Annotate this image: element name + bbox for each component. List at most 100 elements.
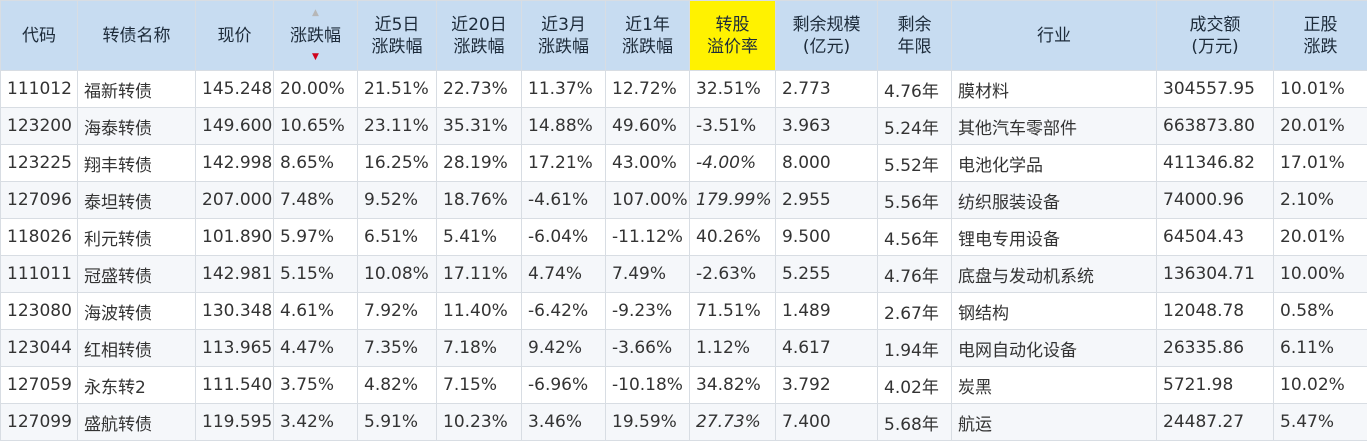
cell-turnover: 136304.71 <box>1156 255 1274 293</box>
cell-name[interactable]: 冠盛转债 <box>77 255 196 293</box>
col-header-chg1y[interactable]: 近1年 涨跌幅 <box>605 0 690 71</box>
col-header-price[interactable]: 现价 <box>195 0 274 71</box>
cell-code[interactable]: 127099 <box>0 403 78 441</box>
col-header-chg20d[interactable]: 近20日 涨跌幅 <box>436 0 522 71</box>
col-header-industry[interactable]: 行业 <box>951 0 1157 71</box>
col-header-chg20d-line1: 近20日 <box>451 14 507 35</box>
cell-chg1y: -11.12% <box>605 218 690 256</box>
col-header-code-label: 代码 <box>22 25 56 46</box>
cell-scale: 7.400 <box>775 403 878 441</box>
col-header-turnover-line1: 成交额 <box>1189 14 1241 35</box>
cell-name[interactable]: 泰坦转债 <box>77 181 196 219</box>
cell-stock-chg: 10.02% <box>1273 366 1367 404</box>
col-header-name[interactable]: 转债名称 <box>77 0 196 71</box>
cell-stock-chg: 20.01% <box>1273 107 1367 145</box>
cell-chg20d: 17.11% <box>436 255 522 293</box>
col-header-code[interactable]: 代码 <box>0 0 78 71</box>
col-header-years[interactable]: 剩余 年限 <box>877 0 952 71</box>
col-header-turnover-line2: (万元) <box>1191 36 1239 57</box>
cell-name[interactable]: 利元转债 <box>77 218 196 256</box>
col-header-name-label: 转债名称 <box>102 25 171 46</box>
cell-price: 101.890 <box>195 218 274 256</box>
cell-scale: 1.489 <box>775 292 878 330</box>
cell-years: 5.56年 <box>877 181 952 219</box>
sort-down-arrow-icon: ▼ <box>312 52 319 62</box>
col-header-years-line1: 剩余 <box>897 14 932 35</box>
table-row[interactable]: 127096 泰坦转债 207.000 7.48% 9.52% 18.76% -4.61% 1… <box>0 181 1367 219</box>
table-row[interactable]: 127099 盛航转债 119.595 3.42% 5.91% 10.23% 3.46% 19… <box>0 403 1367 441</box>
col-header-stock-chg-line1: 正股 <box>1303 14 1338 35</box>
sort-desc-icon: ▼ <box>312 53 319 62</box>
cell-code[interactable]: 123200 <box>0 107 78 145</box>
cell-name[interactable]: 翔丰转债 <box>77 144 196 182</box>
col-header-chg1y-line1: 近1年 <box>625 14 670 35</box>
cell-price: 111.540 <box>195 366 274 404</box>
cell-industry: 其他汽车零部件 <box>951 107 1157 145</box>
table-row[interactable]: 111012 福新转债 145.248 20.00% 21.51% 22.73% 11.37… <box>0 70 1367 108</box>
cell-name[interactable]: 永东转2 <box>77 366 196 404</box>
cell-years: 4.76年 <box>877 255 952 293</box>
cell-chg20d: 5.41% <box>436 218 522 256</box>
sort-asc-icon: ▲ <box>312 9 319 18</box>
cell-code[interactable]: 118026 <box>0 218 78 256</box>
col-header-premium[interactable]: 转股 溢价率 <box>689 0 776 71</box>
cell-name[interactable]: 海波转债 <box>77 292 196 330</box>
cell-price: 149.600 <box>195 107 274 145</box>
table-row[interactable]: 123225 翔丰转债 142.998 8.65% 16.25% 28.19% 17.21%… <box>0 144 1367 182</box>
cell-chg5d: 6.51% <box>357 218 437 256</box>
cell-turnover: 663873.80 <box>1156 107 1274 145</box>
cell-premium: -3.51% <box>689 107 776 145</box>
cell-scale: 8.000 <box>775 144 878 182</box>
cell-chg5d: 10.08% <box>357 255 437 293</box>
table-row[interactable]: 123200 海泰转债 149.600 10.65% 23.11% 35.31% 14.88… <box>0 107 1367 145</box>
cell-years: 4.02年 <box>877 366 952 404</box>
cell-stock-chg: 2.10% <box>1273 181 1367 219</box>
cell-years: 1.94年 <box>877 329 952 367</box>
cell-code[interactable]: 111012 <box>0 70 78 108</box>
col-header-change-pct[interactable]: ▲ 涨跌幅 ▼ <box>273 0 358 71</box>
cell-chg20d: 7.15% <box>436 366 522 404</box>
cell-turnover: 411346.82 <box>1156 144 1274 182</box>
cell-name[interactable]: 红相转债 <box>77 329 196 367</box>
table-row[interactable]: 111011 冠盛转债 142.981 5.15% 10.08% 17.11% 4.74% 7… <box>0 255 1367 293</box>
col-header-scale[interactable]: 剩余规模 (亿元) <box>775 0 878 71</box>
cell-change-pct: 3.42% <box>273 403 358 441</box>
cell-premium: 1.12% <box>689 329 776 367</box>
cell-chg3m: -4.61% <box>521 181 606 219</box>
cell-chg1y: 7.49% <box>605 255 690 293</box>
cell-code[interactable]: 111011 <box>0 255 78 293</box>
col-header-chg5d[interactable]: 近5日 涨跌幅 <box>357 0 437 71</box>
cell-scale: 9.500 <box>775 218 878 256</box>
cell-chg3m: 11.37% <box>521 70 606 108</box>
cell-code[interactable]: 123225 <box>0 144 78 182</box>
cell-chg1y: -3.66% <box>605 329 690 367</box>
cell-chg20d: 28.19% <box>436 144 522 182</box>
cell-stock-chg: 6.11% <box>1273 329 1367 367</box>
table-row[interactable]: 123080 海波转债 130.348 4.61% 7.92% 11.40% -6.42% -… <box>0 292 1367 330</box>
cell-turnover: 12048.78 <box>1156 292 1274 330</box>
col-header-turnover[interactable]: 成交额 (万元) <box>1156 0 1274 71</box>
table-row[interactable]: 127059 永东转2 111.540 3.75% 4.82% 7.15% -6.96% -1… <box>0 366 1367 404</box>
table-row[interactable]: 123044 红相转债 113.965 4.47% 7.35% 7.18% 9.42% -3.… <box>0 329 1367 367</box>
cell-chg3m: 9.42% <box>521 329 606 367</box>
cell-turnover: 64504.43 <box>1156 218 1274 256</box>
cell-code[interactable]: 123044 <box>0 329 78 367</box>
cell-chg5d: 23.11% <box>357 107 437 145</box>
cell-price: 142.998 <box>195 144 274 182</box>
cell-code[interactable]: 127096 <box>0 181 78 219</box>
cell-chg20d: 18.76% <box>436 181 522 219</box>
cell-premium: 32.51% <box>689 70 776 108</box>
cell-chg1y: 43.00% <box>605 144 690 182</box>
cell-name[interactable]: 福新转债 <box>77 70 196 108</box>
cell-industry: 膜材料 <box>951 70 1157 108</box>
cell-change-pct: 20.00% <box>273 70 358 108</box>
col-header-chg20d-line2: 涨跌幅 <box>453 36 505 57</box>
cell-code[interactable]: 127059 <box>0 366 78 404</box>
cell-name[interactable]: 盛航转债 <box>77 403 196 441</box>
cell-industry: 底盘与发动机系统 <box>951 255 1157 293</box>
cell-code[interactable]: 123080 <box>0 292 78 330</box>
table-row[interactable]: 118026 利元转债 101.890 5.97% 6.51% 5.41% -6.04% -1… <box>0 218 1367 256</box>
cell-name[interactable]: 海泰转债 <box>77 107 196 145</box>
col-header-chg3m[interactable]: 近3月 涨跌幅 <box>521 0 606 71</box>
col-header-stock-chg[interactable]: 正股 涨跌 <box>1273 0 1367 71</box>
